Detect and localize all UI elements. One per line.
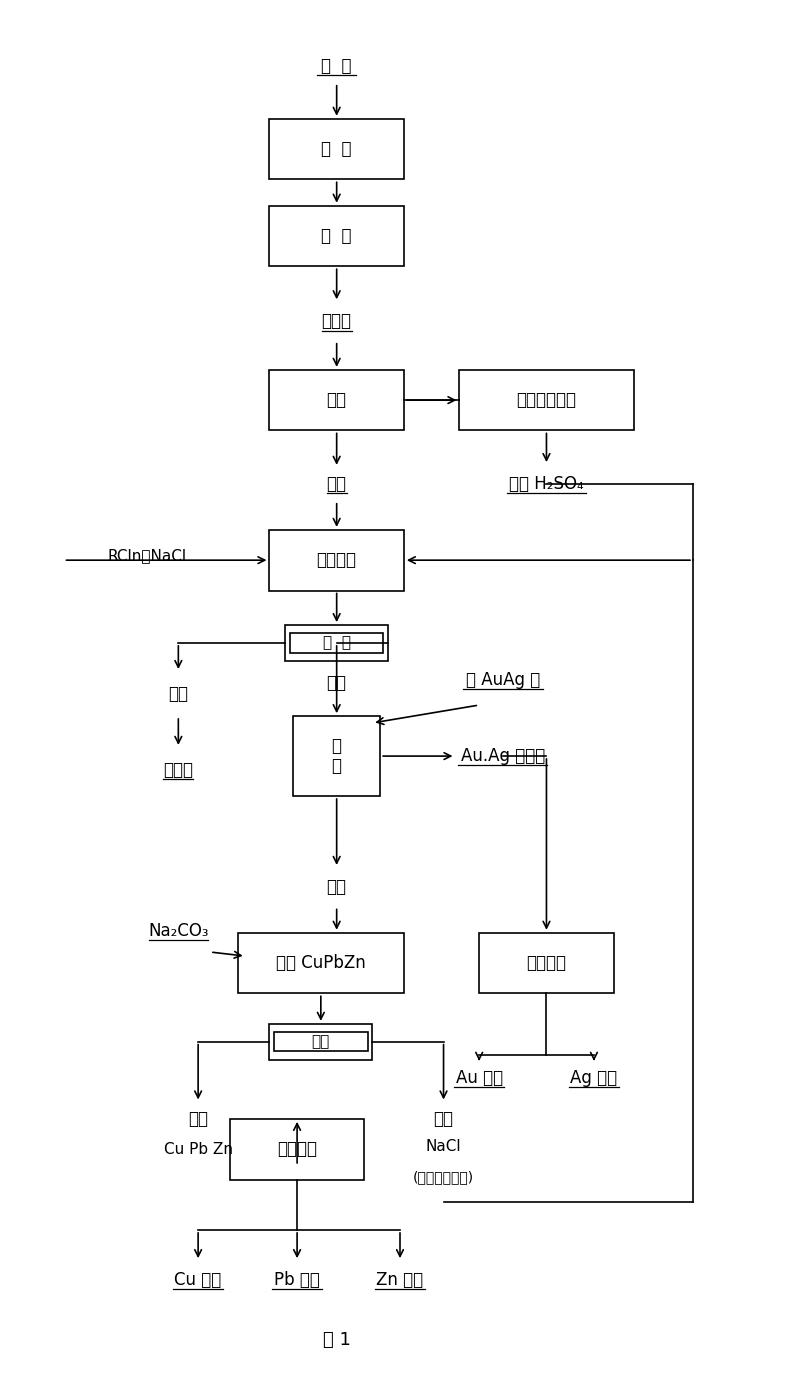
Text: NaCl: NaCl [426,1140,462,1153]
Text: 过滤: 过滤 [312,1034,330,1049]
Bar [238,933,404,994]
Text: 贫液: 贫液 [326,879,346,897]
Text: 焙烧: 焙烧 [326,391,346,409]
Text: Pb 产品: Pb 产品 [274,1271,320,1289]
Bar [290,633,383,652]
Text: 树
脂: 树 脂 [332,737,342,776]
Bar [230,1119,364,1180]
Text: Zn 产品: Zn 产品 [377,1271,423,1289]
Text: 氯化浸出: 氯化浸出 [317,551,357,569]
Bar [293,716,380,797]
Text: 化学分离: 化学分离 [277,1141,317,1159]
Text: 图 1: 图 1 [322,1331,350,1349]
Text: 滤液: 滤液 [434,1110,454,1128]
Text: 精矿粉: 精矿粉 [322,312,352,330]
Bar [270,205,404,266]
Text: 焙碴: 焙碴 [326,475,346,493]
Text: Au 炼品: Au 炼品 [456,1069,502,1087]
Text: 浮  选: 浮 选 [322,228,352,244]
Text: 沉淀 CuPbZn: 沉淀 CuPbZn [276,954,366,972]
Text: Na₂CO₃: Na₂CO₃ [148,922,209,940]
Text: 过  滤: 过 滤 [322,636,350,651]
Text: Cu Pb Zn: Cu Pb Zn [164,1142,233,1156]
Text: 制取 H₂SO₄: 制取 H₂SO₄ [509,475,584,493]
Bar [274,1033,367,1051]
Bar [270,369,404,430]
Bar [286,625,388,661]
Text: 贵液: 贵液 [326,675,346,693]
Text: 化学分离: 化学分离 [526,954,566,972]
Text: 沉淀: 沉淀 [188,1110,208,1128]
Text: (返回氯化浸出): (返回氯化浸出) [413,1170,474,1184]
Text: Ag 炼品: Ag 炼品 [570,1069,618,1087]
Text: Cu 产品: Cu 产品 [174,1271,222,1289]
Text: RCln＋NaCl: RCln＋NaCl [107,548,186,564]
Text: 铁精矿: 铁精矿 [163,761,194,779]
Text: Au.Ag 的贵液: Au.Ag 的贵液 [461,747,545,765]
Bar [270,530,404,590]
Text: 脱 AuAg 液: 脱 AuAg 液 [466,672,540,690]
Text: 原  矿: 原 矿 [322,57,352,75]
Text: 磨  矿: 磨 矿 [322,140,352,158]
Bar [459,369,634,430]
Bar [270,119,404,179]
Bar [270,1024,372,1059]
Text: 烟气回收系统: 烟气回收系统 [517,391,577,409]
Text: 滤渣: 滤渣 [168,686,188,702]
Bar [479,933,614,994]
